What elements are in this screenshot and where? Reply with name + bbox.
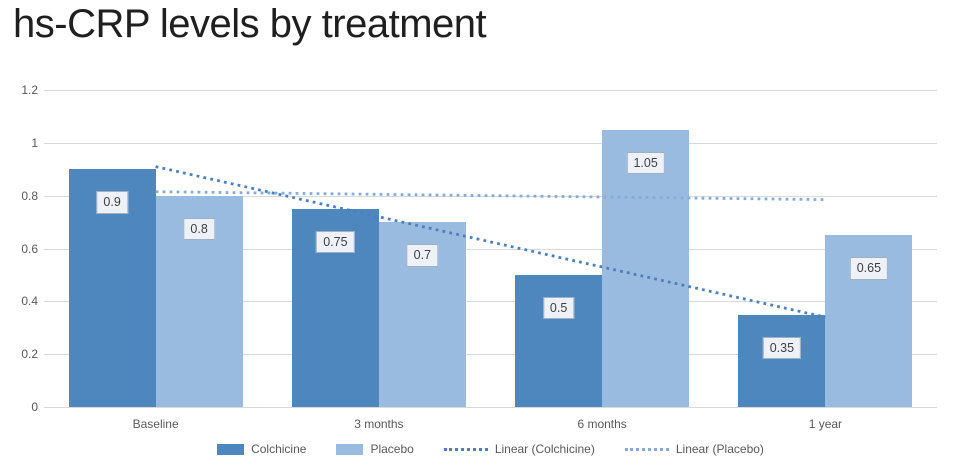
legend-item-label: Colchicine — [251, 442, 307, 456]
y-axis-tick-label: 0 — [31, 400, 38, 414]
data-label-colchicine-1-year: 0.35 — [762, 336, 802, 360]
bar-colchicine-6-months — [515, 274, 603, 407]
legend-swatch-icon — [336, 443, 364, 455]
legend-dotted-line-icon — [624, 447, 669, 451]
data-label-placebo-6-months: 1.05 — [626, 151, 665, 175]
data-label-colchicine-baseline: 0.9 — [96, 191, 128, 214]
y-axis-tick-label: 0.8 — [21, 188, 38, 203]
trendline-linear-colchicine — [155, 165, 826, 319]
legend-item-linear-colchicine: Linear (Colchicine) — [443, 442, 595, 456]
data-label-placebo-3-months: 0.7 — [406, 244, 439, 267]
gridline — [44, 354, 937, 356]
legend-item-linear-placebo: Linear (Placebo) — [624, 442, 764, 456]
x-axis-category-label: 3 months — [354, 417, 404, 431]
chart-title: hs-CRP levels by treatment — [13, 2, 487, 46]
gridline — [44, 407, 937, 408]
legend-dotted-line-icon — [443, 447, 488, 451]
bar-colchicine-1-year — [738, 314, 826, 407]
legend-item-label: Linear (Colchicine) — [494, 442, 595, 456]
data-label-colchicine-6-months: 0.5 — [542, 296, 575, 320]
gridline — [44, 90, 937, 91]
legend-item-placebo: Placebo — [336, 442, 414, 456]
data-label-placebo-1-year: 0.65 — [849, 257, 889, 280]
x-axis-category-label: 6 months — [577, 417, 627, 431]
data-label-colchicine-3-months: 0.75 — [316, 230, 355, 254]
legend-item-label: Linear (Placebo) — [675, 442, 764, 456]
y-axis-tick-label: 1.2 — [21, 83, 38, 97]
legend-swatch-icon — [217, 443, 245, 455]
data-label-placebo-baseline: 0.8 — [183, 217, 215, 241]
x-axis-category-label: 1 year — [808, 417, 843, 431]
x-axis-category-label: Baseline — [132, 417, 179, 431]
legend-item-label: Placebo — [370, 442, 414, 456]
gridline — [44, 142, 937, 144]
legend-item-colchicine: Colchicine — [217, 442, 306, 456]
y-axis-tick-label: 0.2 — [21, 347, 38, 362]
y-axis-tick-label: 0.6 — [21, 241, 38, 256]
y-axis-tick-label: 0.4 — [21, 294, 38, 309]
legend: Colchicine Placebo Linear (Colchicine) Line… — [44, 442, 937, 456]
y-axis-tick-label: 1 — [31, 135, 38, 150]
